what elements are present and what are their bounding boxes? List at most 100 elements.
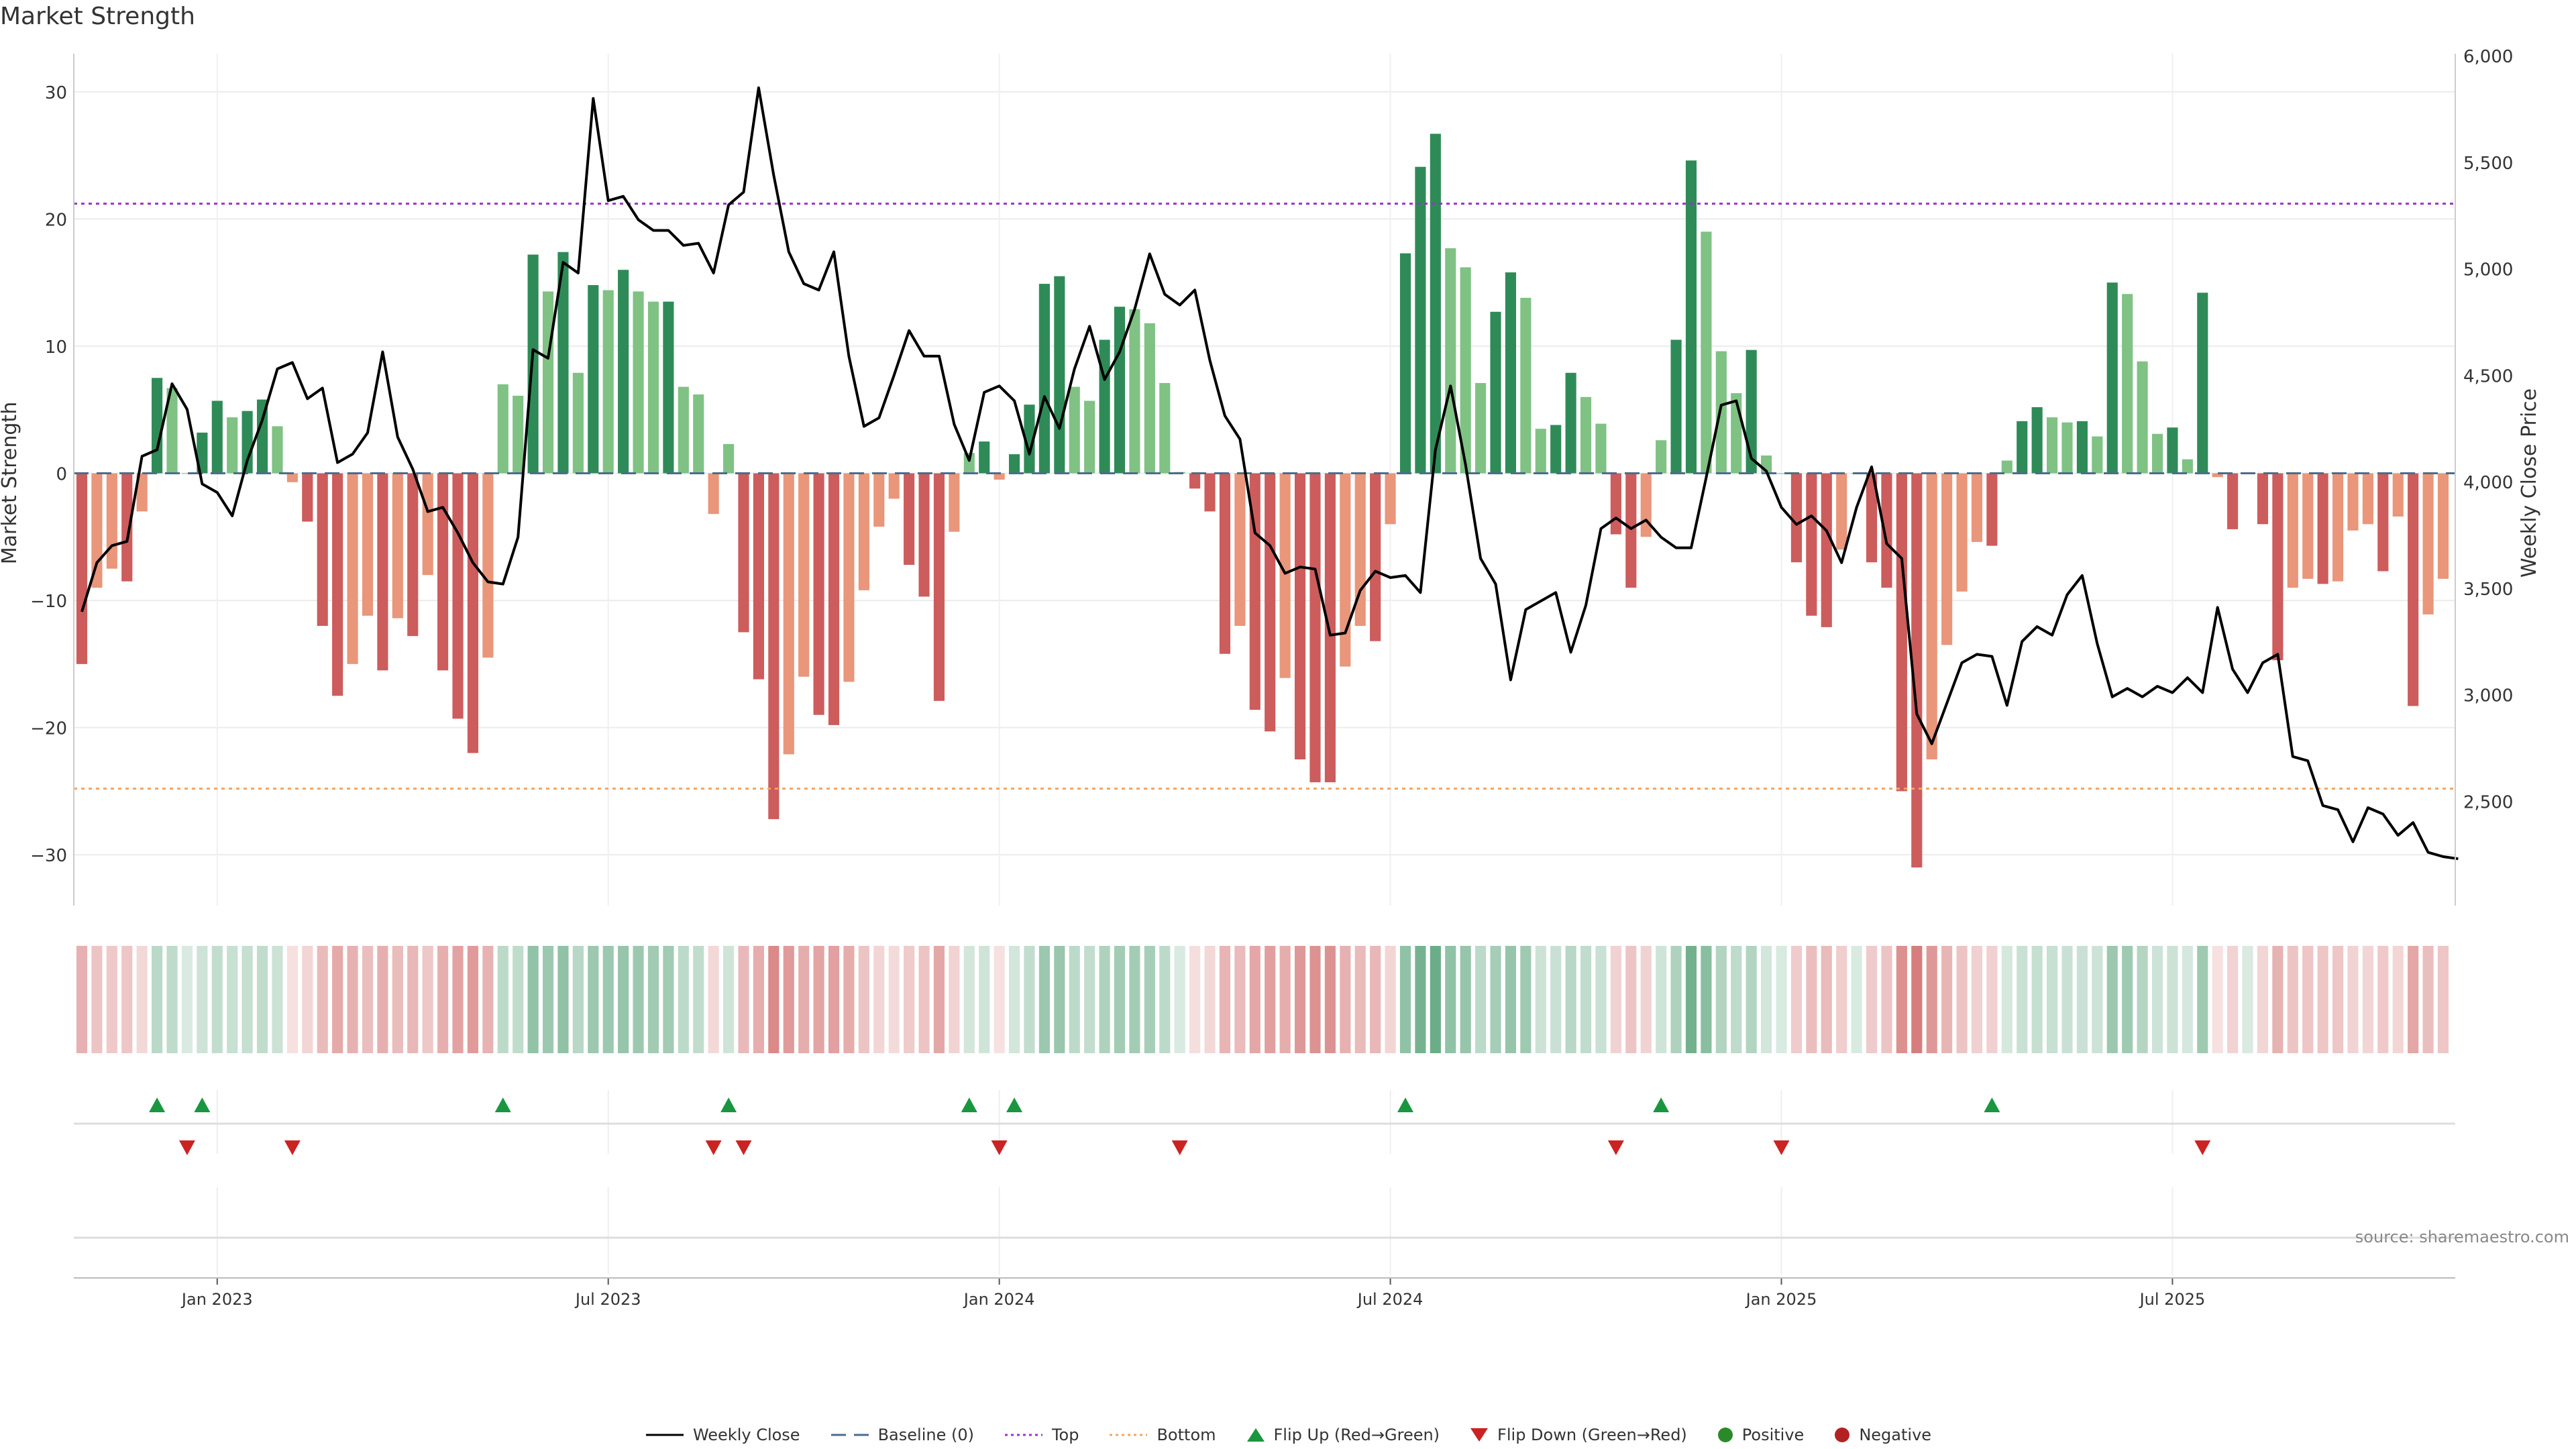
heat-strip-cell: [497, 946, 508, 1053]
dash-swatch-icon: [830, 1434, 869, 1436]
heat-strip-cell: [347, 946, 358, 1053]
heat-strip-cell: [2197, 946, 2208, 1053]
legend-label: Top: [1051, 1426, 1079, 1444]
heat-strip-cell: [1069, 946, 1080, 1053]
heat-strip-cell: [1610, 946, 1621, 1053]
strength-bar: [1911, 473, 1923, 868]
heat-strip-cell: [1715, 946, 1727, 1053]
strength-bar: [347, 473, 358, 664]
heat-strip-cell: [873, 946, 885, 1053]
strength-bar: [994, 473, 1005, 480]
heat-strip-cell: [618, 946, 629, 1053]
strength-bar: [693, 394, 704, 474]
strength-heat-strip: [76, 946, 2449, 1053]
y2-tick-label: 2,500: [2463, 792, 2513, 812]
heat-strip-cell: [1340, 946, 1351, 1053]
heat-strip-cell: [783, 946, 794, 1053]
heat-strip-cell: [467, 946, 479, 1053]
y-tick-label: 30: [45, 83, 67, 103]
strength-bar: [422, 473, 433, 576]
strength-bar: [1294, 473, 1306, 760]
heat-strip-cell: [302, 946, 313, 1053]
flip-up-marker: [494, 1097, 511, 1112]
heat-strip-cell: [1701, 946, 1712, 1053]
heat-strip-cell: [1445, 946, 1456, 1053]
strength-bar: [152, 378, 163, 474]
heat-strip-cell: [557, 946, 569, 1053]
heat-strip-cell: [1535, 946, 1546, 1053]
heat-strip-cell: [256, 946, 268, 1053]
heat-strip-cell: [166, 946, 178, 1053]
heat-strip-cell: [723, 946, 735, 1053]
heat-strip-cell: [1806, 946, 1817, 1053]
strength-bar: [2092, 436, 2103, 474]
heat-strip-cell: [2212, 946, 2223, 1053]
flip-down-marker: [705, 1140, 722, 1155]
heat-strip-cell: [377, 946, 388, 1053]
legend-label: Negative: [1859, 1426, 1932, 1444]
legend-item-baseline: Baseline (0): [830, 1426, 974, 1444]
legend-item-positive: Positive: [1717, 1426, 1804, 1444]
heat-strip-cell: [1054, 946, 1065, 1053]
heat-strip-cell: [1294, 946, 1306, 1053]
strength-bar: [2437, 473, 2449, 579]
strength-bar: [949, 473, 960, 532]
strength-bar: [302, 473, 313, 522]
heat-strip-cell: [106, 946, 117, 1053]
heat-strip-cell: [2137, 946, 2148, 1053]
strength-bar: [1265, 473, 1276, 732]
axes: 30 20 10 0 −10 −20 −30 6,000 5,500 5,000 4,500 4,00…: [30, 47, 2513, 1309]
strength-bar: [1189, 473, 1201, 489]
heat-strip-cell: [437, 946, 449, 1053]
strength-bar: [557, 252, 569, 474]
flip-up-marker: [961, 1097, 977, 1112]
strength-bar: [1054, 276, 1065, 474]
strength-bar: [633, 291, 644, 474]
dotted-orange-swatch-icon: [1110, 1434, 1148, 1436]
heat-strip-cell: [2392, 946, 2404, 1053]
heat-strip-cell: [2408, 946, 2419, 1053]
heat-strip-cell: [1415, 946, 1426, 1053]
strength-bar: [1490, 311, 1501, 474]
heat-strip-cell: [2106, 946, 2118, 1053]
heat-strip-cell: [452, 946, 464, 1053]
flip-down-marker: [284, 1140, 301, 1155]
heat-strip-cell: [918, 946, 930, 1053]
weekly-close-polyline: [80, 86, 2459, 861]
heat-strip-cell: [2257, 946, 2269, 1053]
strength-bar: [1806, 473, 1817, 616]
heat-strip-cell: [1475, 946, 1487, 1053]
strength-bar: [1505, 272, 1517, 474]
heat-strip-cell: [1761, 946, 1772, 1053]
heat-strip-cell: [933, 946, 945, 1053]
flip-down-marker: [1171, 1140, 1188, 1155]
strength-bar: [1204, 473, 1216, 512]
heat-strip-cell: [843, 946, 855, 1053]
legend-label: Flip Up (Red→Green): [1273, 1426, 1440, 1444]
heat-strip-cell: [1279, 946, 1291, 1053]
y-tick-label: −10: [30, 592, 67, 612]
legend-item-negative: Negative: [1833, 1426, 1931, 1444]
strength-bar: [1610, 473, 1621, 535]
strength-bar: [513, 395, 524, 474]
y2-tick-label: 5,500: [2463, 154, 2513, 174]
strength-bar: [2122, 294, 2133, 474]
strength-bar: [1790, 473, 1802, 563]
heat-strip-cell: [1656, 946, 1667, 1053]
heat-strip-cell: [1595, 946, 1607, 1053]
strength-bar: [76, 473, 88, 664]
strength-bar: [2347, 473, 2359, 531]
heat-strip-cell: [979, 946, 990, 1053]
heat-strip-cell: [1265, 946, 1276, 1053]
heat-strip-cell: [76, 946, 88, 1053]
strength-bar: [1385, 473, 1396, 525]
heat-strip-cell: [813, 946, 824, 1053]
strength-bar: [1881, 473, 1892, 588]
strength-bar: [377, 473, 388, 671]
flip-down-marker: [1607, 1140, 1624, 1155]
legend-item-weekly-close: Weekly Close: [645, 1426, 800, 1444]
strength-bar: [1114, 307, 1126, 474]
y2-tick-label: 3,500: [2463, 580, 2513, 600]
strength-bar: [572, 372, 584, 474]
heat-strip-cell: [1776, 946, 1787, 1053]
